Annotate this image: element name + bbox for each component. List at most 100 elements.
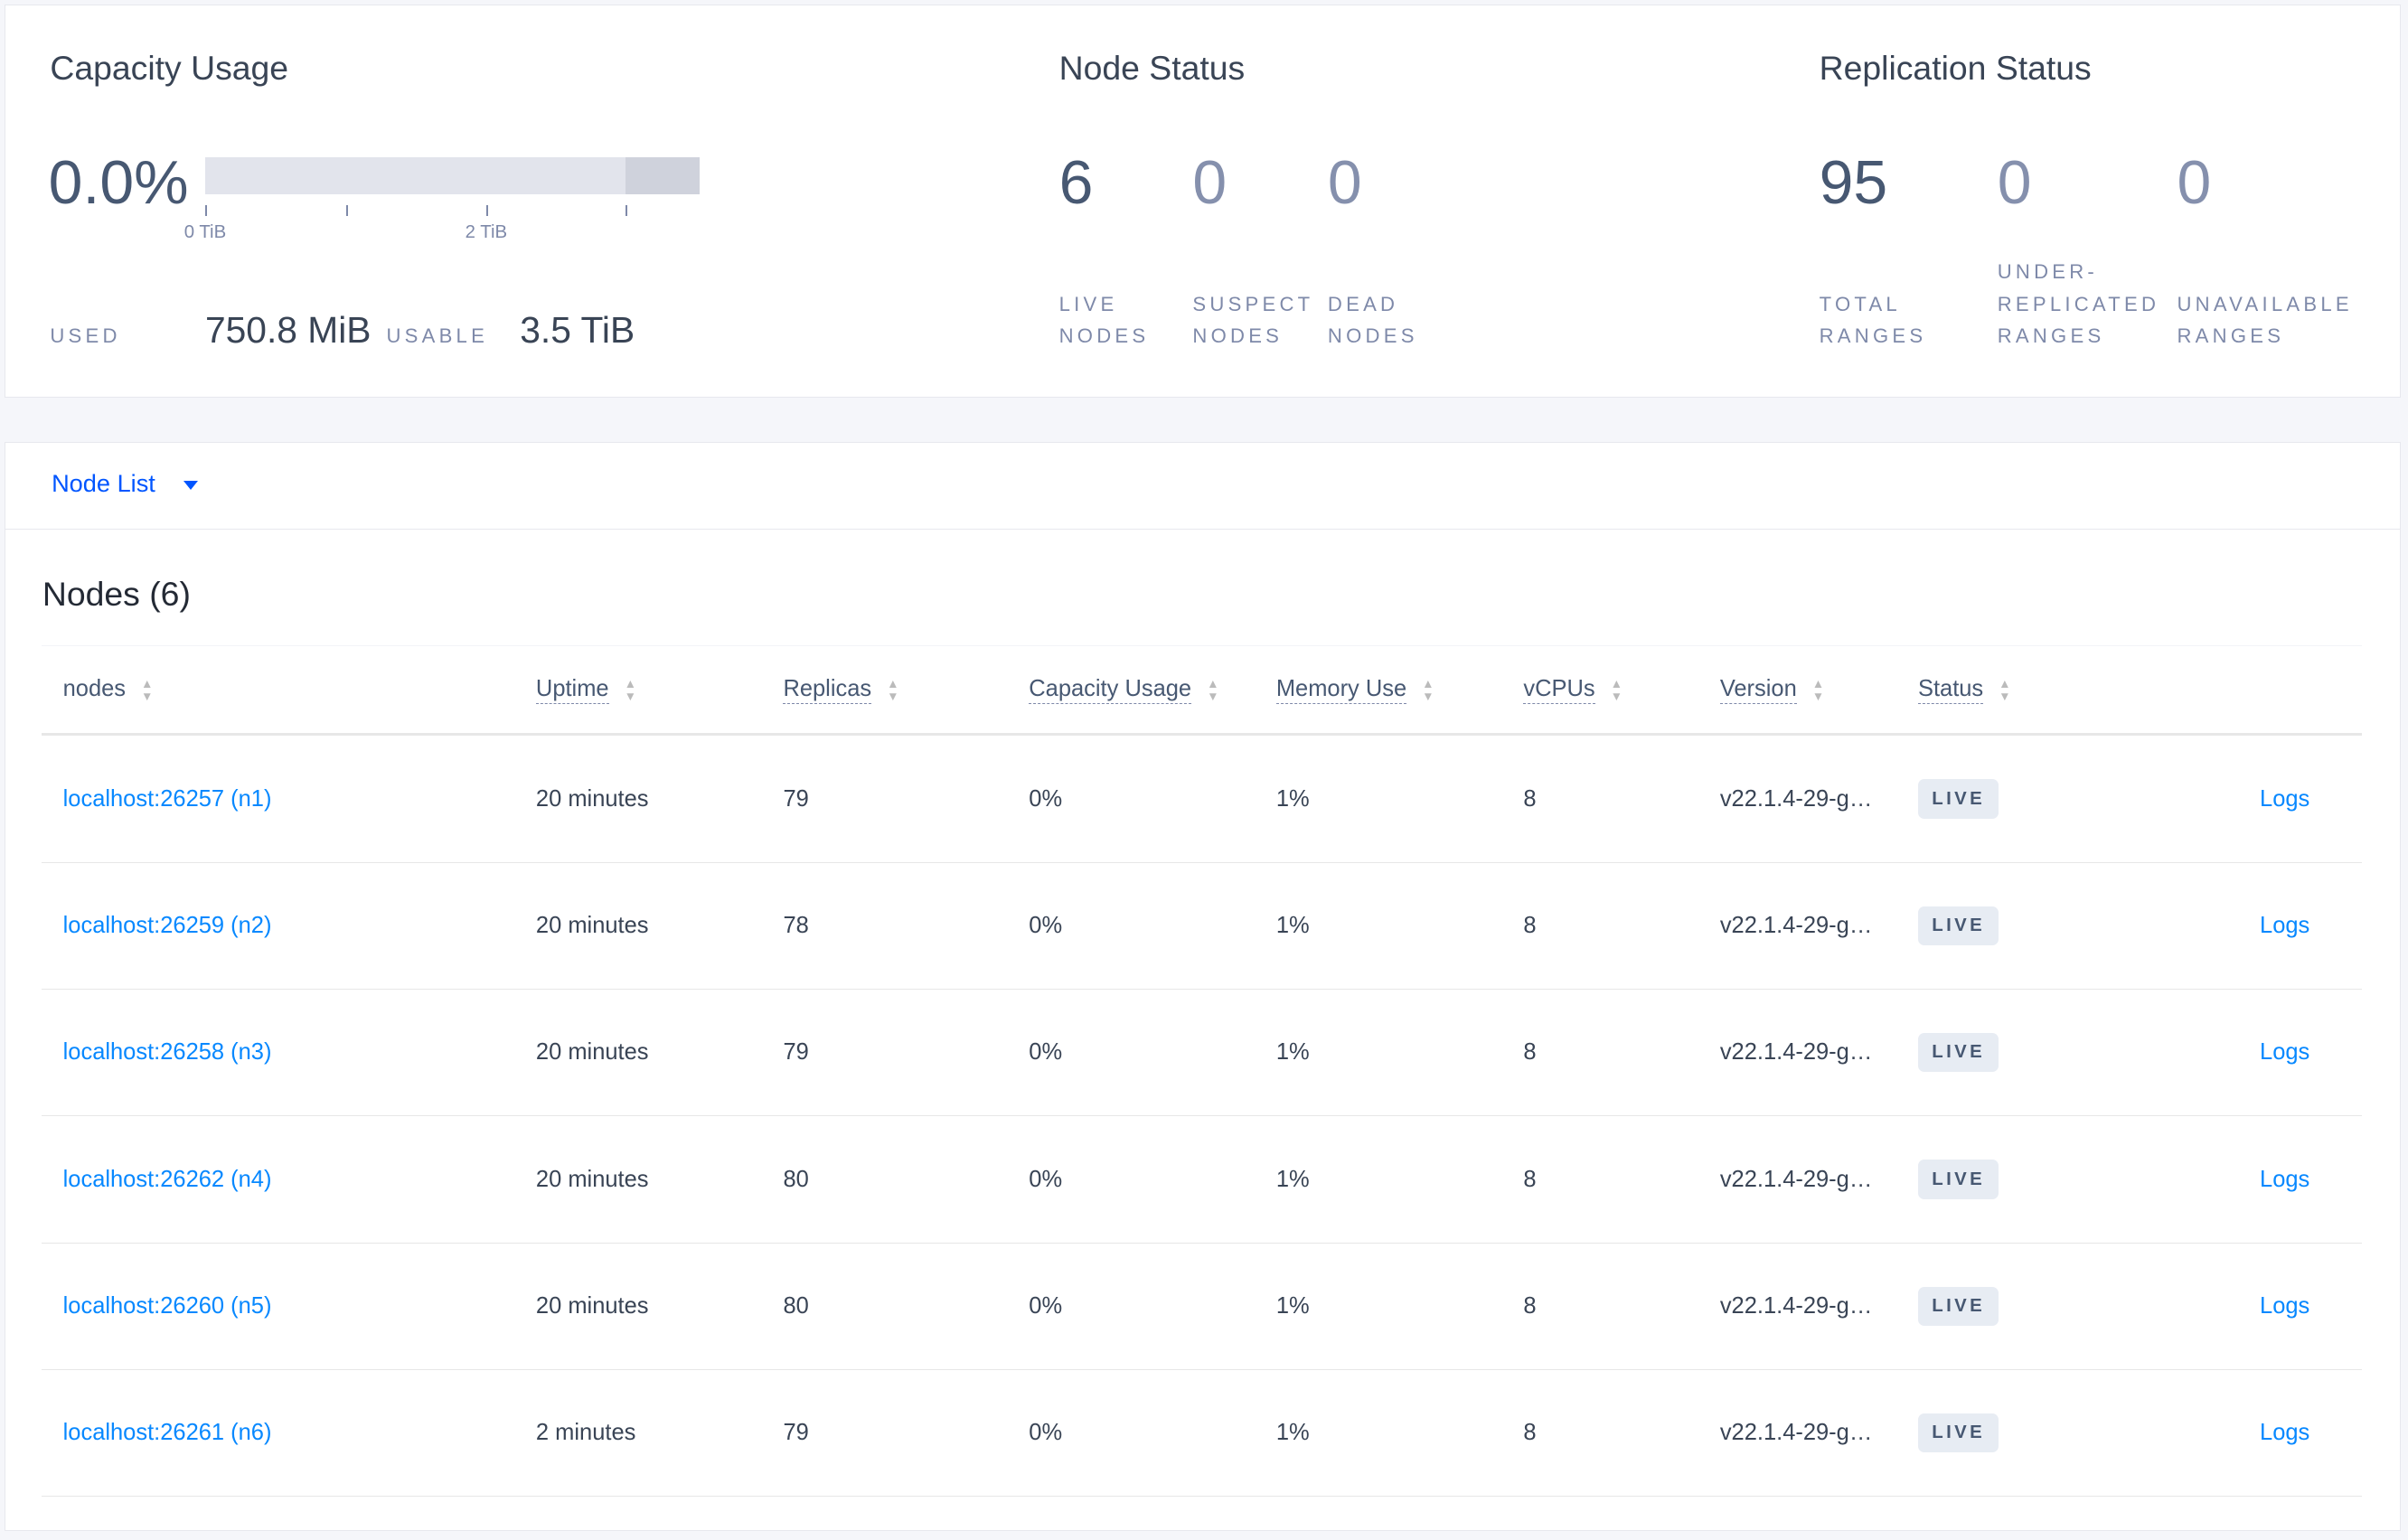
status-badge: LIVE [1917, 1160, 1999, 1199]
cell: 20 minutes [536, 913, 784, 939]
cell: Logs [2239, 1293, 2362, 1319]
cell-capacity: 0% [1029, 1292, 1063, 1319]
column-header-status[interactable]: Status ▲ ▼ [1917, 676, 2239, 705]
sort-icon[interactable]: ▲ ▼ [1610, 677, 1623, 703]
cell-uptime: 20 minutes [535, 912, 649, 938]
column-label: Uptime [535, 676, 609, 705]
cell: localhost:26258 (n3) [42, 1039, 536, 1066]
cell: 8 [1523, 913, 1719, 939]
tick-label: 2 TiB [465, 221, 508, 242]
node-link[interactable]: localhost:26257 (n1) [62, 785, 272, 812]
caret-down-icon [183, 480, 199, 490]
cell: LIVE [1917, 1033, 2239, 1073]
sort-icon[interactable]: ▲ ▼ [887, 677, 899, 703]
column-header-replicas[interactable]: Replicas ▲ ▼ [783, 676, 1029, 705]
status-badge: LIVE [1917, 1413, 1999, 1453]
cell-uptime: 20 minutes [535, 1039, 649, 1066]
unavailable-label: UNAVAILABLE RANGES [2177, 292, 2353, 348]
cell: LIVE [1917, 1413, 2239, 1453]
column-header-memory-use[interactable]: Memory Use ▲ ▼ [1275, 676, 1524, 705]
cell-vcpus: 8 [1523, 1166, 1537, 1192]
cell: Logs [2239, 913, 2362, 939]
cell: Logs [2239, 1167, 2362, 1193]
column-header-version[interactable]: Version ▲ ▼ [1719, 676, 1918, 705]
cell: v22.1.4-29-g… [1720, 1420, 1918, 1446]
cell: 79 [783, 1420, 1029, 1446]
cell: localhost:26259 (n2) [42, 913, 536, 939]
cell: v22.1.4-29-g… [1720, 913, 1918, 939]
suspect-nodes-label: SUSPECT NODES [1192, 292, 1314, 348]
under-replicated-count: 0 [1997, 148, 2032, 218]
table-header: nodes ▲ ▼ Uptime ▲ ▼ Replicas ▲ ▼ Capacity Usage ▲… [41, 644, 2363, 737]
cell: 20 minutes [536, 1167, 784, 1193]
logs-link[interactable]: Logs [2260, 1166, 2310, 1192]
cell: Logs [2239, 1039, 2362, 1066]
live-nodes-count: 6 [1058, 148, 1094, 218]
logs-link[interactable]: Logs [2260, 1039, 2310, 1066]
cell: 0% [1029, 1420, 1276, 1446]
cell: Logs [2239, 786, 2362, 812]
sort-icon[interactable]: ▲ ▼ [1422, 677, 1434, 703]
cell: 20 minutes [536, 1039, 784, 1066]
total-ranges-label: TOTAL RANGES [1819, 292, 1927, 348]
logs-link[interactable]: Logs [2260, 1420, 2310, 1446]
tick [626, 204, 628, 216]
cell-capacity: 0% [1029, 1166, 1063, 1192]
sort-icon[interactable]: ▲ ▼ [141, 677, 154, 703]
cell: 20 minutes [536, 1293, 784, 1319]
logs-link[interactable]: Logs [2260, 1292, 2310, 1319]
usable-label: USABLE [386, 324, 489, 348]
cell: 1% [1276, 1420, 1524, 1446]
column-header-capacity-usage[interactable]: Capacity Usage ▲ ▼ [1029, 676, 1276, 705]
cell: 2 minutes [536, 1420, 784, 1446]
suspect-nodes-count: 0 [1192, 148, 1228, 218]
node-link[interactable]: localhost:26262 (n4) [62, 1166, 272, 1192]
logs-link[interactable]: Logs [2260, 912, 2310, 938]
cell: 1% [1276, 1167, 1524, 1193]
cell-vcpus: 8 [1523, 1420, 1537, 1446]
cell: v22.1.4-29-g… [1720, 1293, 1918, 1319]
dead-nodes-label: DEAD NODES [1327, 292, 1418, 348]
capacity-title: Capacity Usage [50, 48, 289, 87]
cell: 80 [783, 1167, 1029, 1193]
column-label: Replicas [783, 676, 872, 705]
column-header-uptime[interactable]: Uptime ▲ ▼ [535, 676, 784, 705]
total-ranges-count: 95 [1819, 148, 1888, 218]
cell: v22.1.4-29-g… [1720, 786, 1918, 812]
sort-icon[interactable]: ▲ ▼ [624, 677, 637, 703]
capacity-bar [204, 157, 701, 195]
column-label: Memory Use [1275, 676, 1407, 705]
status-badge: LIVE [1917, 1286, 1999, 1326]
column-header-vcpus[interactable]: vCPUs ▲ ▼ [1523, 676, 1719, 705]
cell-uptime: 2 minutes [535, 1420, 636, 1446]
cell: 8 [1523, 1039, 1719, 1066]
node-list-dropdown[interactable]: Node List [52, 469, 199, 498]
cell-vcpus: 8 [1523, 1039, 1537, 1066]
column-label: Status [1917, 676, 1984, 705]
node-link[interactable]: localhost:26261 (n6) [62, 1420, 272, 1446]
cell: LIVE [1917, 1286, 2239, 1326]
table-row: localhost:26258 (n3) 20 minutes 79 0% 1% 8 v22… [41, 990, 2363, 1117]
sort-icon[interactable]: ▲ ▼ [1207, 677, 1219, 703]
dropdown-label: Node List [52, 469, 155, 498]
cell-memory: 1% [1275, 1292, 1310, 1319]
cell: 0% [1029, 786, 1276, 812]
cell: 1% [1276, 1039, 1524, 1066]
sort-icon[interactable]: ▲ ▼ [1999, 677, 2011, 703]
under-replicated-label: UNDER- REPLICATED RANGES [1997, 260, 2160, 348]
node-link[interactable]: localhost:26259 (n2) [62, 912, 272, 938]
sort-icon[interactable]: ▲ ▼ [1811, 677, 1825, 703]
node-link[interactable]: localhost:26258 (n3) [62, 1039, 272, 1066]
cell-vcpus: 8 [1523, 785, 1537, 812]
cell-replicas: 79 [783, 1039, 809, 1066]
table-row: localhost:26257 (n1) 20 minutes 79 0% 1% 8 v22… [41, 736, 2363, 863]
node-link[interactable]: localhost:26260 (n5) [62, 1292, 272, 1319]
cell: Logs [2239, 1420, 2362, 1446]
cell-memory: 1% [1275, 785, 1310, 812]
node-list-header: Node List [5, 443, 2400, 531]
logs-link[interactable]: Logs [2260, 785, 2310, 812]
status-badge: LIVE [1917, 779, 1999, 819]
capacity-percent: 0.0% [48, 148, 189, 218]
cell-version: v22.1.4-29-g… [1719, 1292, 1873, 1319]
column-header-nodes[interactable]: nodes ▲ ▼ [42, 676, 536, 702]
